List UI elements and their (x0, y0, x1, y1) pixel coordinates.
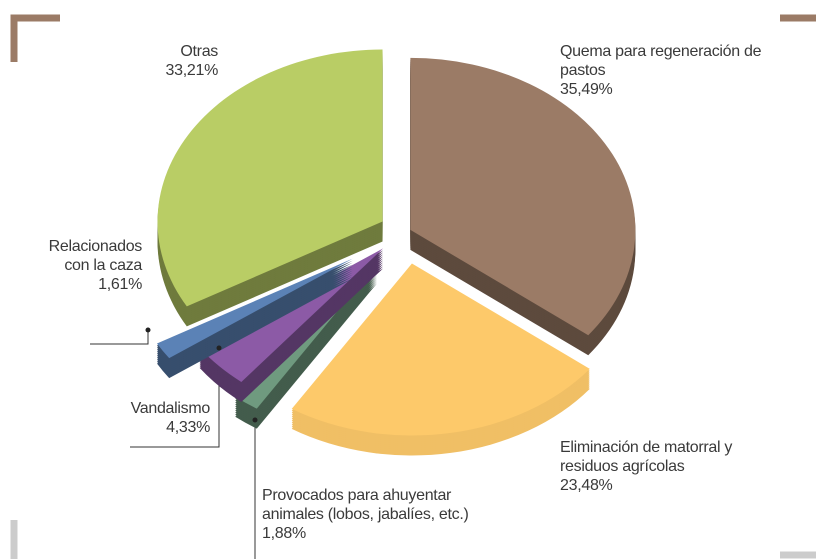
category-name: Otras (180, 43, 218, 60)
value-label: 35,49% (560, 81, 613, 98)
value-label: 33,21% (165, 62, 219, 79)
slice-label: Provocados para ahuyentar animales (lobo… (262, 486, 492, 543)
category-name: Provocados para ahuyentar animales (lobo… (262, 487, 469, 523)
slice-label: Eliminación de matorral y residuos agríc… (560, 438, 760, 495)
slice-top (410, 57, 636, 336)
slice-top (157, 49, 383, 307)
category-name: Quema para regeneración de pastos (560, 43, 762, 79)
corner-frame (10, 14, 816, 559)
category-name: Vandalismo (130, 400, 211, 417)
slice (157, 49, 383, 327)
category-name: Eliminación de matorral y residuos agríc… (560, 439, 733, 475)
leader-dots (145, 327, 258, 423)
slice-top (156, 258, 353, 359)
value-label: 4,33% (166, 419, 210, 436)
leader-line (90, 330, 149, 345)
slice-label: Otras 33,21% (110, 42, 219, 80)
value-label: 1,88% (262, 525, 306, 542)
slice-label: Quema para regeneración de pastos 35,49% (560, 42, 770, 99)
value-label: 1,61% (98, 276, 142, 293)
slice (156, 258, 353, 379)
dot (216, 345, 222, 351)
slice-label: Relacionados con la caza 1,61% (20, 237, 143, 294)
slice-top (291, 263, 590, 436)
slice (291, 263, 590, 456)
dot (252, 417, 258, 423)
corner (10, 14, 60, 62)
slices (156, 49, 636, 456)
slice (410, 57, 636, 356)
category-name: Relacionados con la caza (48, 238, 143, 274)
value-label: 23,48% (560, 477, 613, 494)
dot (145, 327, 151, 333)
slice-label: Vandalismo 4,33% (60, 399, 211, 437)
